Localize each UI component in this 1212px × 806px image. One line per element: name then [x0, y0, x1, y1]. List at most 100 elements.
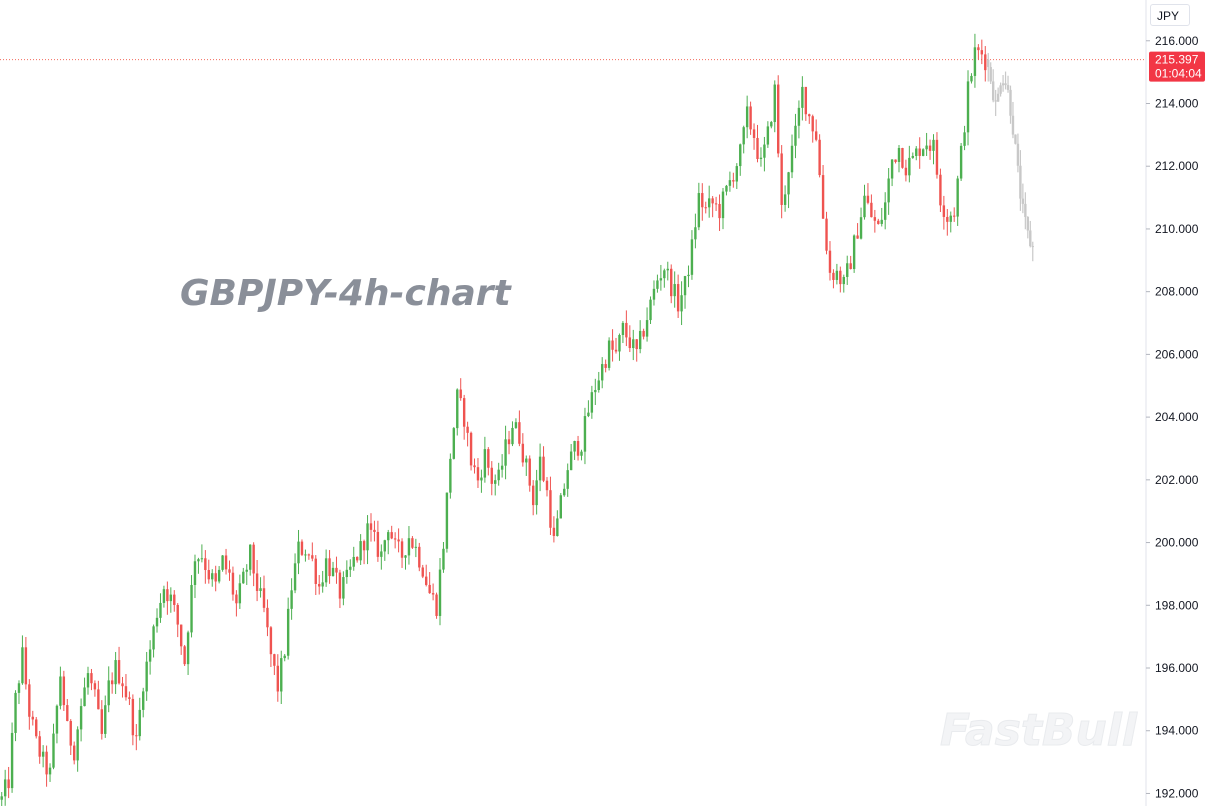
brand-watermark: FastBull — [940, 705, 1138, 756]
candle-body — [66, 705, 69, 721]
y-tick-label: 212.000 — [1155, 159, 1199, 173]
candle-body — [338, 572, 342, 599]
candle-body — [652, 288, 656, 300]
candle-body — [321, 582, 324, 587]
candle-body — [476, 467, 480, 481]
candle-body — [293, 563, 297, 591]
currency-selector[interactable]: JPY — [1150, 4, 1190, 26]
candle-body — [497, 469, 500, 481]
candle-body — [556, 518, 559, 536]
candle-body — [393, 538, 397, 540]
candle-body — [707, 198, 711, 208]
y-tick-label: 192.000 — [1155, 786, 1199, 800]
candle-body — [659, 278, 663, 281]
candle-body — [590, 392, 594, 413]
candle-body — [507, 439, 511, 445]
projection-candle-body — [1019, 165, 1022, 199]
candle-body — [673, 284, 676, 297]
candle-body — [162, 589, 166, 603]
candle-body — [977, 47, 980, 51]
candle-body — [466, 426, 469, 433]
candle-body — [345, 569, 349, 578]
candle-body — [911, 155, 915, 158]
candle-body — [114, 660, 117, 685]
candle-body — [549, 490, 552, 528]
candle-body — [469, 432, 473, 466]
candle-body — [45, 751, 48, 775]
candle-body — [777, 84, 780, 154]
candle-body — [680, 295, 683, 312]
candle-body — [376, 531, 380, 557]
candle-body — [221, 555, 224, 570]
candle-body — [697, 193, 701, 228]
candle-body — [573, 441, 576, 452]
candle-body — [7, 779, 10, 789]
candle-body — [83, 687, 86, 707]
projection-candle-body — [1004, 83, 1007, 86]
candle-body — [739, 144, 742, 167]
candle-body — [142, 691, 145, 710]
candle-body — [531, 485, 535, 506]
candle-body — [342, 577, 345, 599]
candle-body — [801, 86, 804, 108]
candle-body — [569, 451, 573, 471]
candle-body — [269, 627, 273, 655]
candle-body — [928, 145, 932, 151]
candle-body — [666, 268, 669, 271]
candle-body — [121, 683, 124, 687]
candle-body — [973, 47, 977, 76]
candle-body — [846, 263, 849, 277]
candle-body — [683, 276, 687, 296]
candle-body — [821, 175, 825, 219]
candle-body — [186, 632, 190, 665]
candle-body — [456, 389, 459, 429]
current-price-label: 215.397 — [1155, 53, 1199, 67]
candle-body — [980, 50, 984, 55]
candle-body — [452, 428, 456, 459]
candle-body — [687, 274, 690, 277]
y-tick-label: 206.000 — [1155, 347, 1199, 361]
candle-body — [286, 608, 290, 656]
candle-body — [611, 340, 614, 350]
candle-body — [538, 456, 542, 481]
candle-body — [431, 593, 435, 595]
candle-body — [866, 195, 870, 203]
candle-body — [701, 193, 704, 208]
projection-candle-body — [989, 67, 992, 82]
candle-body — [335, 567, 338, 573]
candle-body — [480, 477, 483, 481]
candle-body — [897, 148, 901, 162]
candle-body — [366, 523, 369, 551]
candle-body — [97, 689, 100, 710]
candle-body — [939, 174, 942, 206]
candle-body — [814, 131, 818, 140]
candle-body — [500, 465, 504, 470]
candle-body — [625, 322, 628, 338]
candle-body — [542, 456, 545, 481]
candle-body — [72, 745, 76, 761]
candle-body — [604, 364, 607, 368]
candle-body — [918, 148, 921, 156]
candle-body — [390, 532, 393, 539]
candle-body — [756, 137, 759, 159]
candle-body — [676, 284, 680, 312]
candle-body — [818, 139, 821, 176]
candle-body — [773, 84, 776, 123]
candle-body — [932, 139, 935, 151]
chart-title: GBPJPY-4h-chart — [180, 273, 513, 314]
candle-body — [128, 697, 131, 699]
candle-body — [190, 584, 193, 633]
candle-body — [35, 719, 38, 737]
candle-body — [494, 480, 497, 484]
candle-body — [41, 751, 45, 757]
candle-body — [714, 203, 718, 205]
candle-body — [894, 159, 897, 162]
candle-body — [645, 320, 649, 337]
candle-body — [55, 705, 59, 734]
candle-body — [966, 81, 970, 133]
candle-body — [925, 145, 928, 150]
projection-candle-body — [1001, 83, 1005, 86]
projection-candle-body — [1026, 216, 1030, 231]
candle-body — [704, 207, 707, 209]
